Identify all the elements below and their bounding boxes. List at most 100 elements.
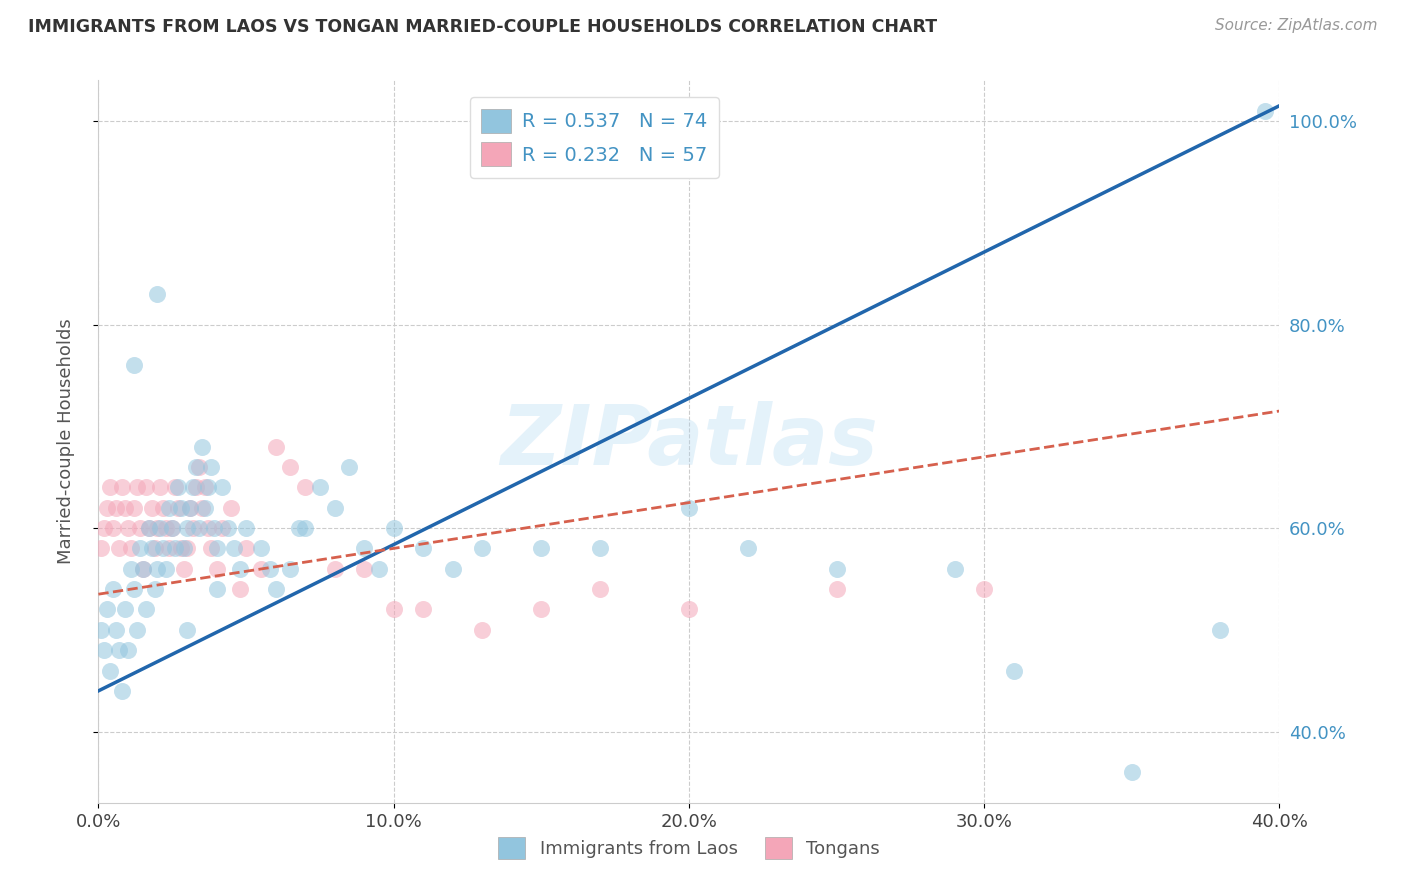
Point <box>187 521 209 535</box>
Point <box>138 521 160 535</box>
Point <box>165 480 187 494</box>
Point <box>170 500 193 515</box>
Point <box>205 562 228 576</box>
Point <box>191 440 214 454</box>
Legend: Immigrants from Laos, Tongans: Immigrants from Laos, Tongans <box>491 830 887 866</box>
Point <box>382 602 405 616</box>
Point <box>103 582 125 596</box>
Point <box>98 480 121 494</box>
Point <box>179 500 201 515</box>
Point <box>90 623 112 637</box>
Point <box>224 541 246 556</box>
Point <box>471 541 494 556</box>
Point <box>973 582 995 596</box>
Point <box>122 500 145 515</box>
Point <box>353 562 375 576</box>
Point <box>135 602 157 616</box>
Point <box>167 480 190 494</box>
Point <box>197 480 219 494</box>
Point <box>141 500 163 515</box>
Point <box>111 684 134 698</box>
Point <box>167 500 190 515</box>
Point <box>339 460 361 475</box>
Point <box>105 623 128 637</box>
Text: ZIPatlas: ZIPatlas <box>501 401 877 482</box>
Point <box>471 623 494 637</box>
Point <box>943 562 966 576</box>
Point <box>157 541 180 556</box>
Point <box>678 602 700 616</box>
Point <box>122 358 145 372</box>
Point <box>235 521 257 535</box>
Point <box>412 602 434 616</box>
Point <box>114 602 136 616</box>
Point <box>103 521 125 535</box>
Point <box>128 521 150 535</box>
Point <box>264 582 287 596</box>
Point <box>98 664 121 678</box>
Point <box>1002 664 1025 678</box>
Point <box>200 460 222 475</box>
Point <box>173 562 195 576</box>
Point <box>149 521 172 535</box>
Point <box>217 521 239 535</box>
Point <box>96 602 118 616</box>
Point <box>176 541 198 556</box>
Point <box>1121 765 1143 780</box>
Text: Source: ZipAtlas.com: Source: ZipAtlas.com <box>1215 18 1378 33</box>
Point <box>96 500 118 515</box>
Point <box>184 480 207 494</box>
Point <box>309 480 332 494</box>
Point <box>141 541 163 556</box>
Point <box>589 541 612 556</box>
Point <box>202 521 225 535</box>
Point <box>132 562 155 576</box>
Point <box>117 643 139 657</box>
Point <box>1209 623 1232 637</box>
Point <box>187 460 209 475</box>
Point <box>143 541 166 556</box>
Point <box>264 440 287 454</box>
Point <box>250 541 273 556</box>
Point <box>353 541 375 556</box>
Point <box>205 541 228 556</box>
Point <box>412 541 434 556</box>
Point <box>93 643 115 657</box>
Point <box>737 541 759 556</box>
Point <box>146 562 169 576</box>
Point <box>197 521 219 535</box>
Point <box>176 521 198 535</box>
Point <box>135 480 157 494</box>
Point <box>155 521 177 535</box>
Point <box>143 582 166 596</box>
Point <box>1254 103 1277 118</box>
Point <box>211 521 233 535</box>
Y-axis label: Married-couple Households: Married-couple Households <box>56 318 75 565</box>
Point <box>162 521 183 535</box>
Point <box>259 562 281 576</box>
Point <box>132 562 155 576</box>
Point <box>128 541 150 556</box>
Point <box>181 480 204 494</box>
Point <box>90 541 112 556</box>
Point <box>170 541 193 556</box>
Point <box>288 521 311 535</box>
Point <box>323 562 346 576</box>
Point <box>200 541 222 556</box>
Point <box>157 500 180 515</box>
Point <box>368 562 391 576</box>
Point <box>294 521 316 535</box>
Point <box>530 602 553 616</box>
Point <box>176 623 198 637</box>
Point <box>211 480 233 494</box>
Point <box>235 541 257 556</box>
Point <box>825 562 848 576</box>
Point <box>229 562 252 576</box>
Point <box>152 500 174 515</box>
Point <box>205 582 228 596</box>
Point <box>184 460 207 475</box>
Point <box>229 582 252 596</box>
Point <box>382 521 405 535</box>
Point <box>165 541 187 556</box>
Point <box>125 480 148 494</box>
